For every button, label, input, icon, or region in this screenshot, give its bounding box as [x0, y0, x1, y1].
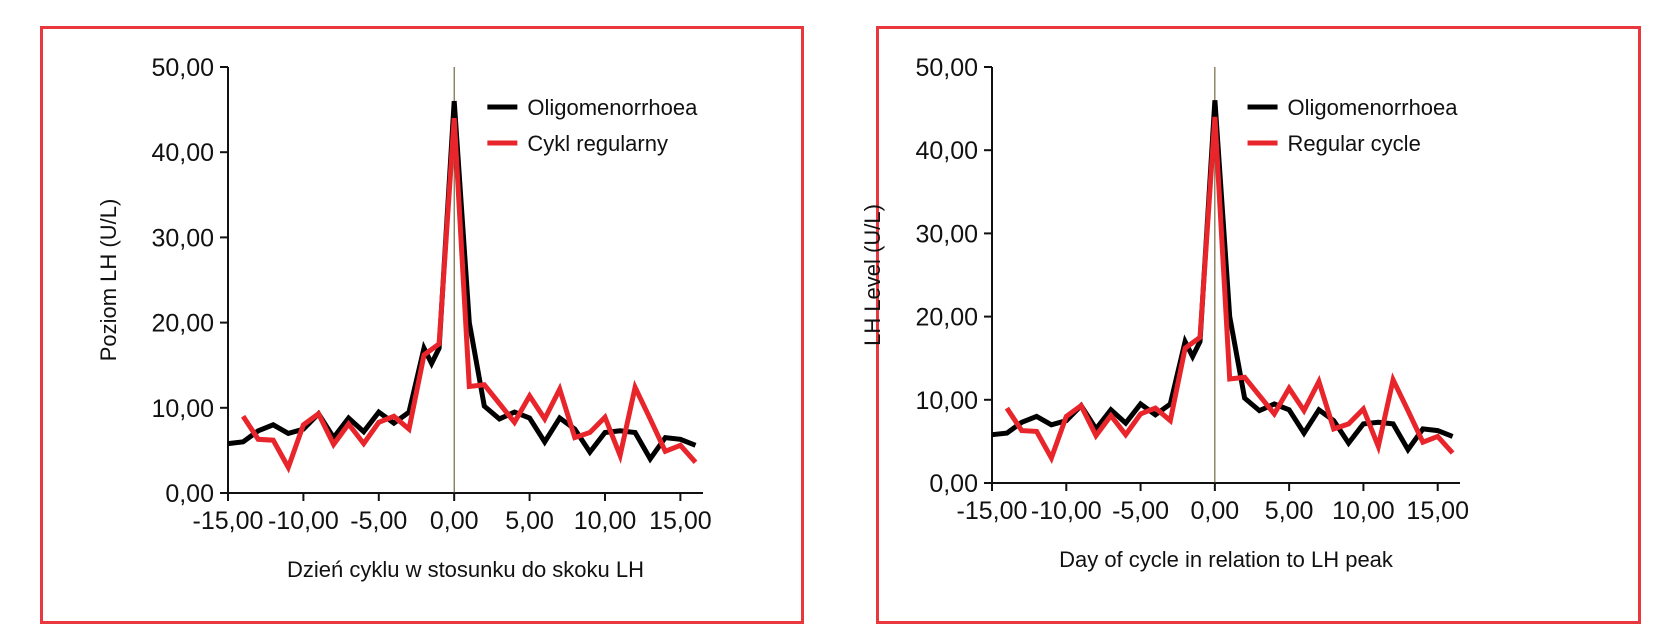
y-axis-title: Poziom LH (U/L) [96, 199, 121, 362]
y-axis-title: LH Level (U/L) [860, 204, 885, 346]
x-tick-label: -15,00 [193, 507, 264, 535]
legend-label: Oligomenorrhoea [1288, 95, 1459, 120]
y-tick-label: 0,00 [165, 480, 214, 508]
x-tick-label: -10,00 [268, 507, 339, 535]
x-tick-label: 15,00 [1406, 497, 1469, 525]
x-tick-label: -5,00 [350, 507, 407, 535]
y-tick-label: 40,00 [915, 137, 978, 165]
y-tick-label: 50,00 [915, 54, 978, 82]
legend-label: Regular cycle [1288, 131, 1421, 156]
series-line-regular-cycle [241, 117, 698, 474]
legend-label: Oligomenorrhoea [527, 95, 698, 120]
x-tick-label: 0,00 [1191, 497, 1240, 525]
y-tick-label: 30,00 [151, 224, 214, 252]
series-line-regular-cycle [1004, 116, 1455, 465]
chart-panel-polish: 0,00 10,00 20,00 30,00 40,00 50,00 -15,00 -10,0… [40, 26, 804, 624]
x-tick-label: -5,00 [1112, 497, 1169, 525]
x-tick-label: 5,00 [505, 507, 554, 535]
chart-svg-polish: 0,00 10,00 20,00 30,00 40,00 50,00 -15,00 -10,0… [96, 54, 712, 582]
y-tick-label: 10,00 [915, 387, 978, 415]
y-tick-label: 20,00 [915, 304, 978, 332]
y-tick-label: 50,00 [151, 54, 214, 82]
legend-label: Cykl regularny [527, 131, 668, 156]
y-tick-label: 40,00 [151, 139, 214, 167]
y-tick-label: 10,00 [151, 395, 214, 423]
x-tick-label: 10,00 [574, 507, 637, 535]
y-tick-label: 30,00 [915, 220, 978, 248]
y-tick-label: 20,00 [151, 310, 214, 338]
y-tick-label: 0,00 [929, 470, 978, 498]
x-tick-label: -10,00 [1031, 497, 1102, 525]
x-tick-label: -15,00 [957, 497, 1028, 525]
x-tick-label: 15,00 [649, 507, 712, 535]
x-axis-title: Day of cycle in relation to LH peak [1059, 547, 1394, 572]
x-axis-title: Dzień cyklu w stosunku do skoku LH [287, 557, 644, 582]
x-tick-label: 10,00 [1332, 497, 1395, 525]
x-tick-label: 5,00 [1265, 497, 1314, 525]
x-tick-label: 0,00 [430, 507, 479, 535]
chart-svg-english: 0,00 10,00 20,00 30,00 40,00 50,00 -15,00 -10,0… [860, 54, 1469, 572]
chart-panel-english: 0,00 10,00 20,00 30,00 40,00 50,00 -15,00 -10,0… [860, 26, 1641, 624]
